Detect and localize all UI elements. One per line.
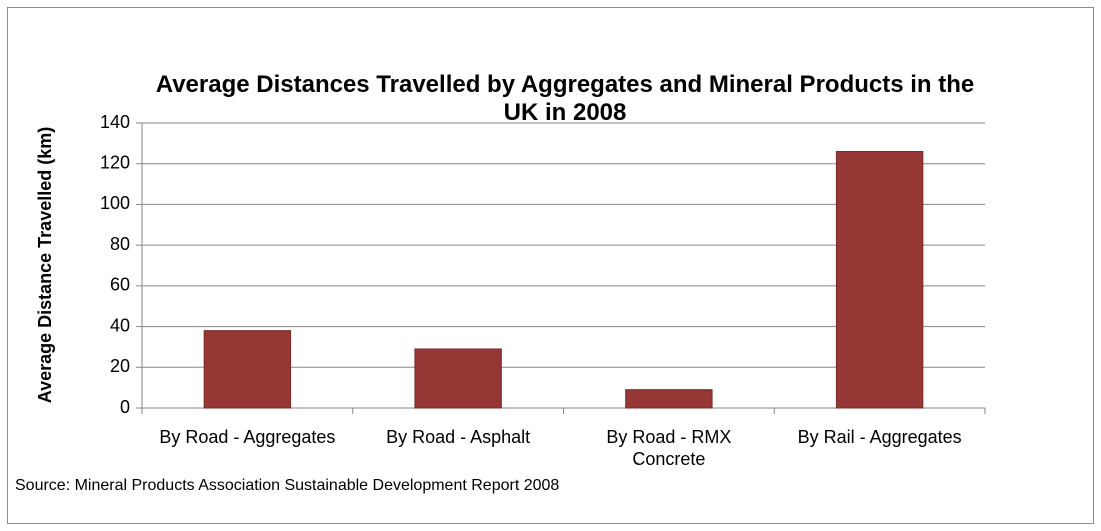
chart-title: Average Distances Travelled by Aggregate… [155, 71, 975, 126]
bar [414, 348, 502, 409]
x-tick-label: By Road - Asphalt [386, 427, 531, 447]
y-tick-label: 20 [110, 356, 130, 376]
y-tick-label: 0 [120, 397, 130, 417]
x-tick-label: By Road - Aggregates [159, 427, 336, 447]
bar [625, 389, 713, 409]
source-note: Source: Mineral Products Association Sus… [15, 477, 560, 494]
y-tick-label: 60 [110, 275, 130, 295]
bar [203, 330, 292, 409]
y-tick-label: 120 [100, 152, 130, 172]
y-axis-label: Average Distance Travelled (km) [35, 127, 55, 403]
x-tick-label: By Road - RMX Concrete [606, 427, 732, 469]
y-tick-label: 80 [110, 234, 130, 254]
bar [835, 151, 924, 409]
y-tick-label: 140 [100, 112, 130, 132]
y-tick-label: 40 [110, 315, 130, 335]
x-tick-label: By Rail - Aggregates [797, 427, 962, 447]
y-tick-label: 100 [100, 193, 130, 213]
